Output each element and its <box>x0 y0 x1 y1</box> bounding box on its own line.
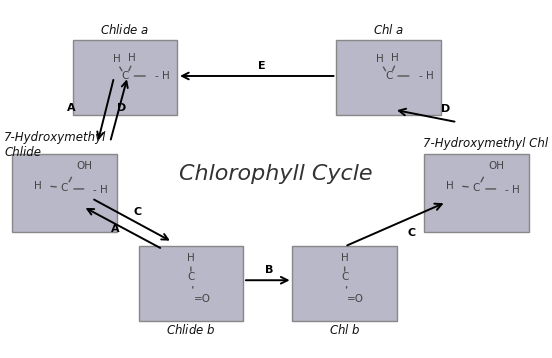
Text: C: C <box>385 71 392 81</box>
Text: =O: =O <box>194 294 211 304</box>
Text: C: C <box>121 71 129 81</box>
Text: =O: =O <box>347 294 364 304</box>
Text: B: B <box>264 265 273 275</box>
Text: H: H <box>445 181 453 191</box>
Text: C: C <box>187 272 194 282</box>
FancyBboxPatch shape <box>12 154 116 232</box>
Text: D: D <box>116 103 126 113</box>
Text: C: C <box>341 272 348 282</box>
Text: A: A <box>67 103 76 113</box>
Text: OH: OH <box>489 161 505 171</box>
Text: Chl $b$: Chl $b$ <box>329 323 360 337</box>
Text: H: H <box>341 253 348 263</box>
Text: C: C <box>473 183 480 193</box>
FancyBboxPatch shape <box>336 40 440 115</box>
Text: H: H <box>128 53 135 63</box>
Text: - H: - H <box>505 185 520 195</box>
Text: 7-Hydroxymethyl
Chlide: 7-Hydroxymethyl Chlide <box>4 131 107 159</box>
Text: - H: - H <box>419 71 433 81</box>
Text: Chlorophyll Cycle: Chlorophyll Cycle <box>179 164 373 184</box>
Text: Chlide $b$: Chlide $b$ <box>166 323 216 337</box>
Text: H: H <box>391 53 399 63</box>
FancyBboxPatch shape <box>139 247 243 321</box>
Text: - H: - H <box>155 71 170 81</box>
FancyBboxPatch shape <box>73 40 177 115</box>
Text: OH: OH <box>77 161 93 171</box>
Text: E: E <box>258 61 266 71</box>
Text: H: H <box>113 54 120 64</box>
Text: A: A <box>111 224 119 234</box>
Text: 7-Hydroxymethyl Chl: 7-Hydroxymethyl Chl <box>423 137 548 150</box>
Text: Chlide $a$: Chlide $a$ <box>100 23 150 37</box>
Text: C: C <box>408 228 416 238</box>
Text: H: H <box>187 253 195 263</box>
Text: Chl $a$: Chl $a$ <box>373 23 404 37</box>
FancyBboxPatch shape <box>293 247 397 321</box>
Text: D: D <box>440 104 450 114</box>
Text: H: H <box>376 54 384 64</box>
Text: - H: - H <box>93 185 108 195</box>
FancyBboxPatch shape <box>424 154 529 232</box>
Text: H: H <box>34 181 41 191</box>
Text: C: C <box>61 183 68 193</box>
Text: C: C <box>133 207 141 217</box>
